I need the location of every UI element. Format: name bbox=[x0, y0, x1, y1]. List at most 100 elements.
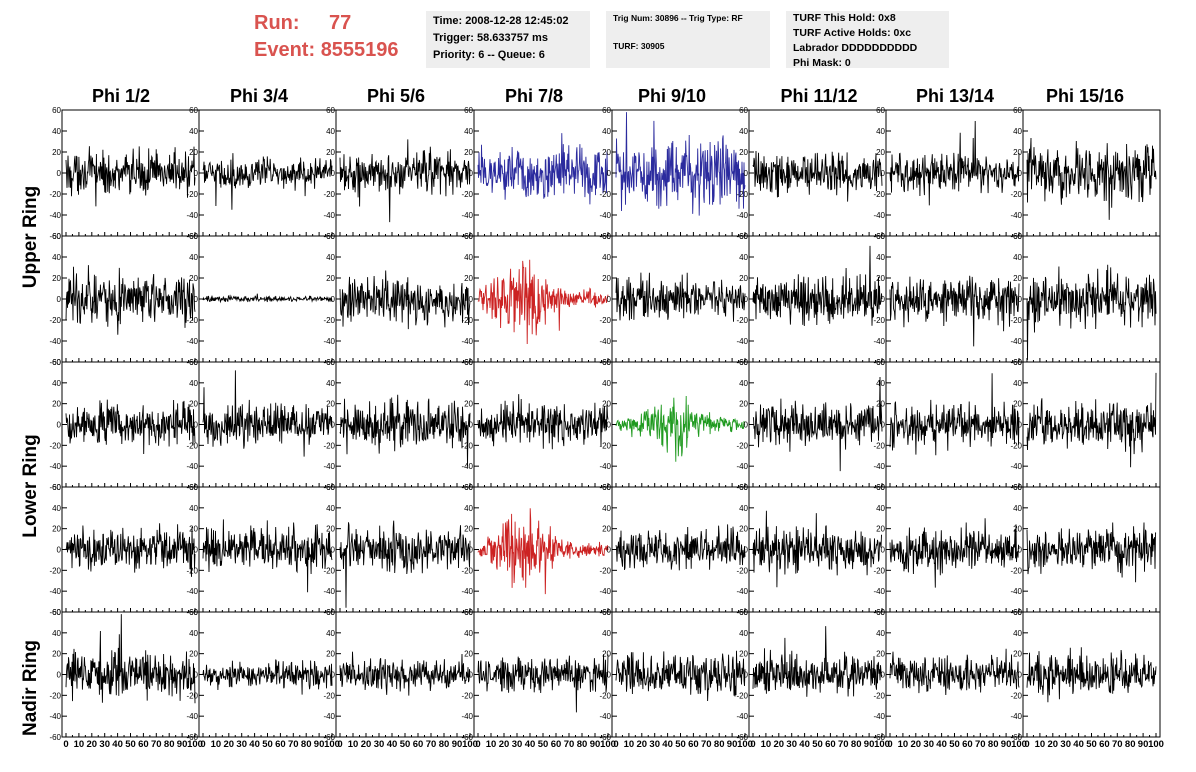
column-label-phi-15-16: Phi 15/16 bbox=[1045, 86, 1125, 106]
panel-r2-c3-trace bbox=[477, 394, 609, 450]
panel-r0-c4-trace bbox=[615, 112, 746, 216]
panel-r2-c2-ytick-label: 60 bbox=[326, 358, 335, 367]
panel-r3-c3-ytick-label: 20 bbox=[464, 525, 473, 534]
panel-r3-c5-ytick-label: 0 bbox=[744, 546, 749, 555]
panel-r2-c1-ytick-label: 40 bbox=[189, 379, 198, 388]
panel-r4-c0-ytick-label: 0 bbox=[57, 671, 62, 680]
panel-r1-c2-ytick-label: 0 bbox=[331, 295, 336, 304]
panel-r2-c7-ytick-label: 60 bbox=[1013, 358, 1022, 367]
panel-r4-c3-xtick-label: 70 bbox=[564, 739, 575, 750]
panel-r4-c2-xtick-label: 80 bbox=[439, 739, 450, 750]
panel-r0-c2-ytick-label: -20 bbox=[323, 190, 335, 199]
panel-r1-c5-ytick-label: -40 bbox=[736, 337, 748, 346]
panel-r4-c6-ytick-label: -40 bbox=[873, 712, 885, 721]
panel-r3-c0-ytick-label: -40 bbox=[49, 587, 61, 596]
panel-r2-c2-ytick-label: -40 bbox=[323, 462, 335, 471]
event-label: Event: bbox=[254, 39, 316, 61]
panel-r0-c5-ytick-label: 20 bbox=[739, 148, 748, 157]
panel-r4-c3-xtick-label: 20 bbox=[499, 739, 510, 750]
panel-r1-c3-trace bbox=[477, 259, 609, 345]
panel-r1-c6-ytick-label: 0 bbox=[881, 295, 886, 304]
panel-r2-c4-ytick-label: 0 bbox=[607, 421, 612, 430]
panel-r4-c3-xtick-label: 100 bbox=[600, 739, 616, 750]
panel-r0-c7-ytick-label: -20 bbox=[1010, 190, 1022, 199]
panel-r4-c5-ytick-label: -40 bbox=[736, 712, 748, 721]
panel-r4-c2-ytick-label: 0 bbox=[331, 671, 336, 680]
panel-r4-c1-ytick-label: 20 bbox=[189, 650, 198, 659]
panel-r0-c6-ytick-label: 20 bbox=[876, 148, 885, 157]
panel-r2-c0-ytick-label: -40 bbox=[49, 462, 61, 471]
panel-r3-c1-ytick-label: 0 bbox=[194, 546, 199, 555]
panel-r4-c6-ytick-label: 40 bbox=[876, 629, 885, 638]
panel-r0-c0-ytick-label: 40 bbox=[52, 127, 61, 136]
panel-r0-c0-ytick-label: 60 bbox=[52, 106, 61, 115]
panel-r1-c3-ytick-label: 40 bbox=[464, 253, 473, 262]
panel-r2-c0-ytick-label: -20 bbox=[49, 441, 61, 450]
panel-r3-c6-ytick-label: 40 bbox=[876, 504, 885, 513]
panel-r0-c3-ytick-label: -40 bbox=[461, 211, 473, 220]
panel-r1-c5-ytick-label: 20 bbox=[739, 274, 748, 283]
panel-r3-c3-ytick-label: 40 bbox=[464, 504, 473, 513]
panel-r4-c5-ytick-label: -60 bbox=[736, 733, 748, 742]
panel-r0-c1-ytick-label: -40 bbox=[186, 211, 198, 220]
panel-r3-c4-ytick-label: 20 bbox=[602, 525, 611, 534]
run-label: Run: bbox=[254, 12, 300, 34]
panel-r4-c3-ytick-label: 20 bbox=[464, 650, 473, 659]
panel-r0-c7-ytick-label: 0 bbox=[1018, 169, 1023, 178]
panel-r4-c1-ytick-label: 0 bbox=[194, 671, 199, 680]
trig-num-text: Trig Num: 30896 -- Trig Type: RF bbox=[613, 13, 743, 23]
panel-r4-c2-ytick-label: 60 bbox=[326, 608, 335, 617]
panel-r0-c1-ytick-label: 40 bbox=[189, 127, 198, 136]
panel-r2-c2-ytick-label: 40 bbox=[326, 379, 335, 388]
panel-r2-c2-ytick-label: 20 bbox=[326, 400, 335, 409]
panel-r1-c7-ytick-label: 40 bbox=[1013, 253, 1022, 262]
panel-r4-c3-xtick-label: 30 bbox=[512, 739, 523, 750]
panel-r0-c0-ytick-label: -60 bbox=[49, 232, 61, 241]
panel-r4-c2-xtick-label: 20 bbox=[361, 739, 372, 750]
panel-r4-c2-ytick-label: -60 bbox=[323, 733, 335, 742]
panel-r0-c2-trace bbox=[339, 139, 471, 223]
panel-r3-c5-ytick-label: 20 bbox=[739, 525, 748, 534]
panel-r4-c3-ytick-label: 40 bbox=[464, 629, 473, 638]
panel-r1-c1-ytick-label: 40 bbox=[189, 253, 198, 262]
panel-r3-c6-ytick-label: 20 bbox=[876, 525, 885, 534]
panel-r4-c1-ytick-label: -20 bbox=[186, 691, 198, 700]
panel-r2-c6-ytick-label: 40 bbox=[876, 379, 885, 388]
panel-r4-c3-ytick-label: -60 bbox=[461, 733, 473, 742]
panel-r4-c4-xtick-label: 20 bbox=[637, 739, 648, 750]
panel-r4-c6-xtick-label: 50 bbox=[949, 739, 960, 750]
panel-r3-c7-ytick-label: -40 bbox=[1010, 587, 1022, 596]
column-label-phi-5-6: Phi 5/6 bbox=[366, 86, 426, 106]
panel-r4-c7-xtick-label: 70 bbox=[1112, 739, 1123, 750]
panel-r4-c6-xtick-label: 90 bbox=[1001, 739, 1012, 750]
panel-r0-c5-trace bbox=[752, 150, 883, 202]
panel-r4-c6-ytick-label: -20 bbox=[873, 691, 885, 700]
panel-r4-c3-xtick-label: 50 bbox=[538, 739, 549, 750]
panel-r4-c7-ytick-label: -60 bbox=[1010, 733, 1022, 742]
panel-r4-c2-ytick-label: -20 bbox=[323, 691, 335, 700]
panel-r3-c1-ytick-label: -40 bbox=[186, 587, 198, 596]
trigger-text: Trigger: 58.633757 ms bbox=[433, 32, 548, 44]
panel-r3-c2-ytick-label: 40 bbox=[326, 504, 335, 513]
panel-r3-c3-trace bbox=[477, 508, 609, 595]
panel-r4-c7-xtick-label: 90 bbox=[1138, 739, 1149, 750]
panel-r4-c1-ytick-label: -40 bbox=[186, 712, 198, 721]
panel-r4-c5-ytick-label: 60 bbox=[739, 608, 748, 617]
panel-r4-c0-xtick-label: 0 bbox=[63, 739, 68, 750]
panel-r0-c2-ytick-label: 0 bbox=[331, 169, 336, 178]
panel-r4-c3-xtick-label: 90 bbox=[590, 739, 601, 750]
panel-r4-c0-xtick-label: 20 bbox=[87, 739, 98, 750]
panel-r4-c4-xtick-label: 100 bbox=[737, 739, 753, 750]
panel-r1-c7-ytick-label: 60 bbox=[1013, 232, 1022, 241]
panel-r0-c6-ytick-label: -20 bbox=[873, 190, 885, 199]
panel-r4-c1-xtick-label: 10 bbox=[211, 739, 222, 750]
panel-r2-c2-ytick-label: -20 bbox=[323, 441, 335, 450]
panel-r4-c7-xtick-label: 100 bbox=[1148, 739, 1164, 750]
panel-r3-c5-trace bbox=[752, 510, 882, 588]
panel-r1-c1-ytick-label: 20 bbox=[189, 274, 198, 283]
panel-r1-c3-ytick-label: -20 bbox=[461, 316, 473, 325]
panel-r2-c3-ytick-label: 60 bbox=[464, 358, 473, 367]
panel-r3-c2-ytick-label: 60 bbox=[326, 483, 335, 492]
panel-r4-c0-xtick-label: 80 bbox=[164, 739, 175, 750]
panel-r4-c4-ytick-label: -20 bbox=[599, 691, 611, 700]
